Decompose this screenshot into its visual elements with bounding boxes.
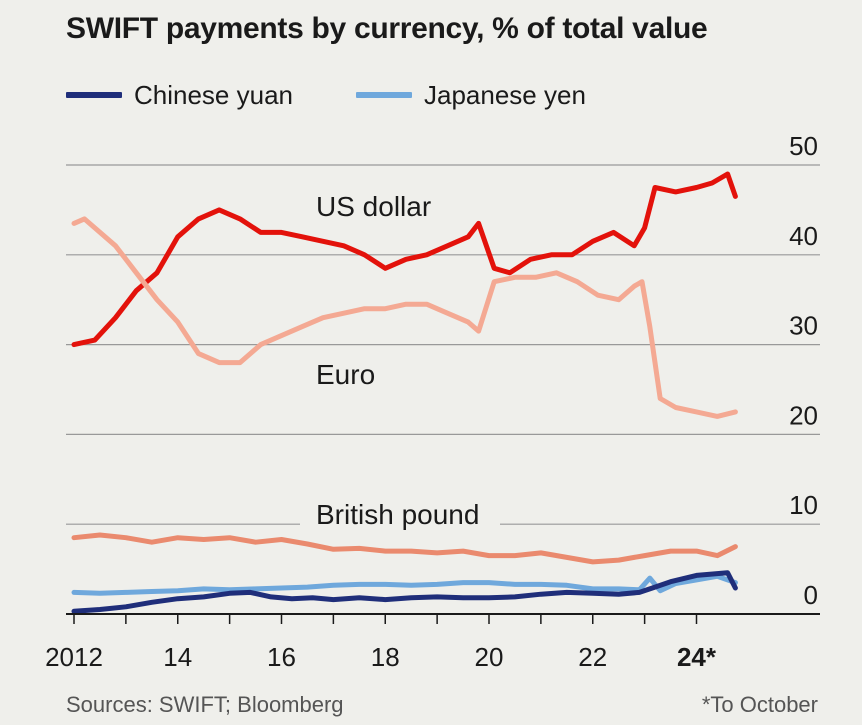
x-tick-label-2014: 14 (163, 642, 192, 672)
legend-swatch-japanese-yen (356, 92, 412, 98)
series-label-euro: Euro (316, 359, 375, 390)
legend-item-chinese-yuan: Chinese yuan (66, 80, 293, 110)
y-tick-label-20: 20 (789, 400, 818, 430)
source-note: Sources: SWIFT; Bloomberg (66, 692, 344, 717)
legend-label-chinese-yuan: Chinese yuan (134, 79, 293, 110)
legend-item-japanese-yen: Japanese yen (356, 80, 586, 110)
x-tick-label-2018: 18 (371, 642, 400, 672)
british-pound-label-backdrop (300, 494, 500, 528)
x-tick-label-2022: 22 (578, 642, 607, 672)
x-axis: 2012 14 16 18 20 22 24* (45, 613, 820, 672)
y-axis-ticks: 0 10 20 30 40 50 (789, 131, 818, 610)
legend-label-japanese-yen: Japanese yen (424, 79, 586, 110)
chart-title: SWIFT payments by currency, % of total v… (66, 12, 708, 45)
x-tick-label-2020: 20 (475, 642, 504, 672)
series-label-british-pound: British pound (316, 499, 479, 530)
series-label-us-dollar: US dollar (316, 191, 431, 222)
series-line-euro (71, 216, 738, 419)
y-tick-label-10: 10 (789, 490, 818, 520)
y-tick-label-0: 0 (804, 580, 818, 610)
y-tick-label-30: 30 (789, 311, 818, 341)
x-tick-label-2012: 2012 (45, 642, 103, 672)
x-tick-label-2016: 16 (267, 642, 296, 672)
y-tick-label-40: 40 (789, 221, 818, 251)
footnote: *To October (701, 692, 818, 717)
series-labels: US dollar Euro British pound (300, 191, 500, 530)
gridlines (66, 164, 820, 525)
series-line-chinese-yuan (71, 570, 738, 614)
series-lines (71, 171, 738, 614)
series-line-japanese-yen (71, 573, 738, 596)
y-tick-label-50: 50 (789, 131, 818, 161)
x-tick-label-2024: 24* (677, 642, 717, 672)
series-line-british-pound (71, 532, 738, 565)
legend-swatch-chinese-yuan (66, 92, 122, 98)
series-line-us-dollar (71, 171, 738, 348)
